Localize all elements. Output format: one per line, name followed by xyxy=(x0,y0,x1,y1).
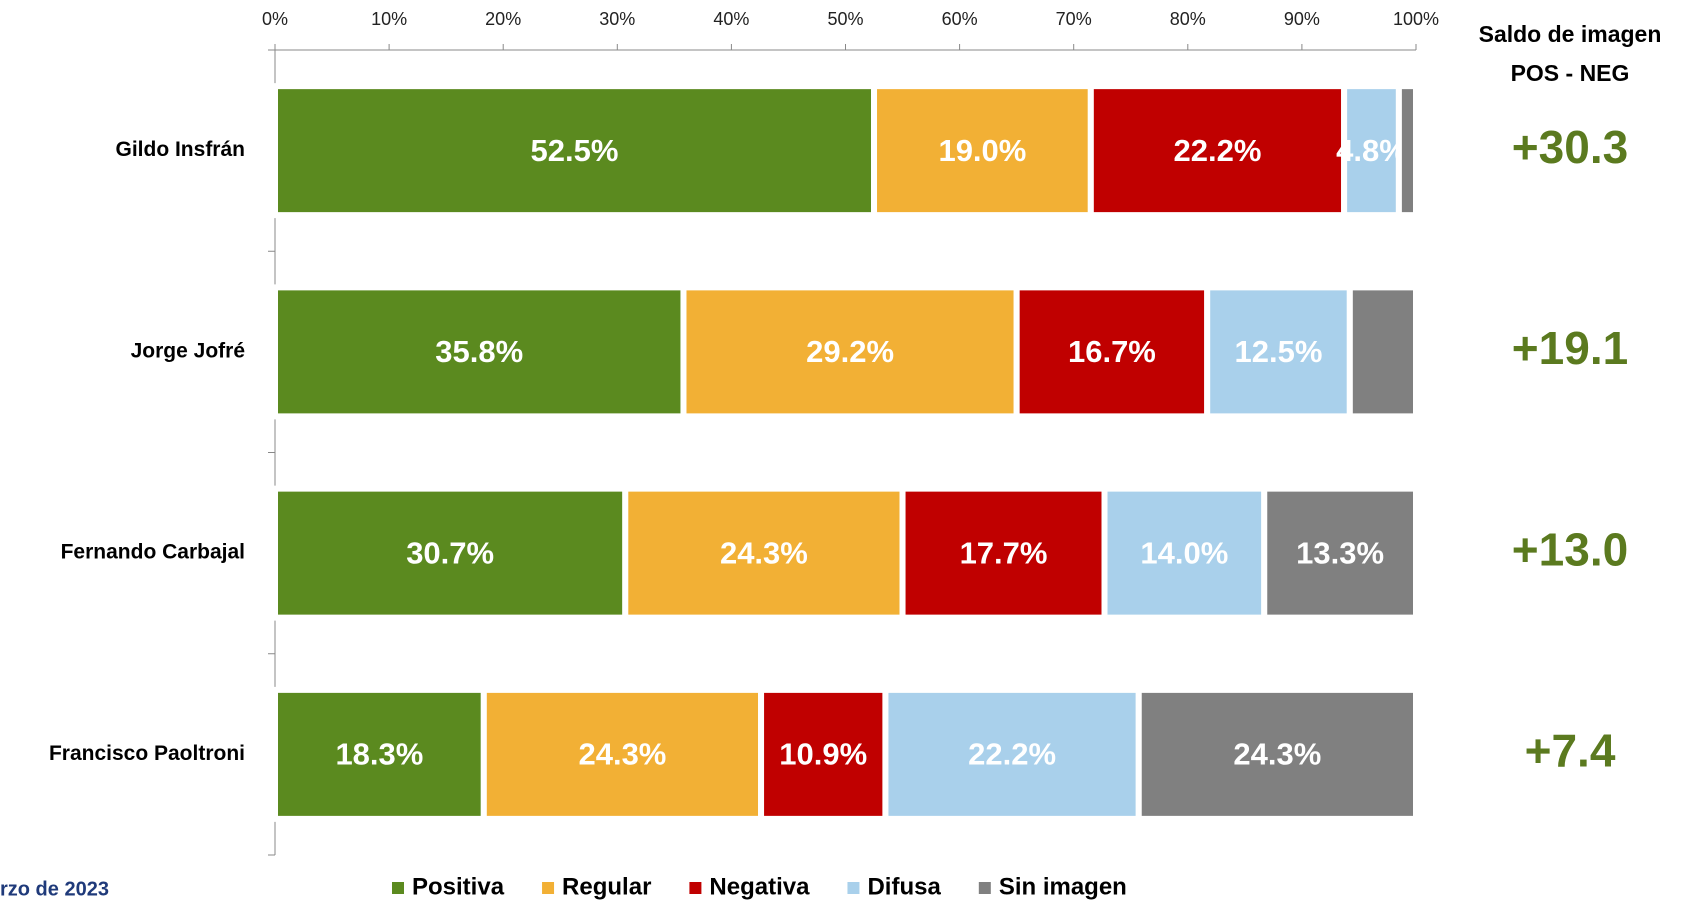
x-tick-label: 60% xyxy=(942,9,978,29)
data-label: 22.2% xyxy=(968,737,1056,772)
bar-segment xyxy=(272,485,629,621)
saldo-subtitle: POS - NEG xyxy=(1511,60,1630,86)
data-label: 35.8% xyxy=(435,334,523,369)
data-label: 14.0% xyxy=(1140,535,1228,570)
x-tick-label: 80% xyxy=(1170,9,1206,29)
legend-swatch xyxy=(689,882,702,894)
bar-segment xyxy=(272,284,687,420)
bar-segment xyxy=(1101,485,1268,621)
x-tick-label: 30% xyxy=(599,9,635,29)
bar-segment xyxy=(758,686,889,822)
legend-label: Difusa xyxy=(867,873,941,900)
data-label: 29.2% xyxy=(806,334,894,369)
bar-segment xyxy=(1135,686,1420,822)
bar-segment xyxy=(1204,284,1353,420)
category-label: Francisco Paoltroni xyxy=(49,742,245,765)
bar-segment xyxy=(480,686,765,822)
legend-label: Negativa xyxy=(709,873,810,900)
legend-swatch xyxy=(978,882,991,894)
x-tick-label: 90% xyxy=(1284,9,1320,29)
x-tick-label: 40% xyxy=(713,9,749,29)
x-tick-label: 50% xyxy=(827,9,863,29)
data-label: 24.3% xyxy=(578,737,666,772)
category-label: Gildo Insfrán xyxy=(115,138,245,161)
bar-segment xyxy=(1395,83,1420,219)
legend-label: Positiva xyxy=(412,873,505,900)
data-label: 24.3% xyxy=(720,535,808,570)
x-tick-label: 100% xyxy=(1393,9,1439,29)
data-label: 4.8% xyxy=(1336,133,1407,168)
bar-segment xyxy=(1261,485,1419,621)
bar-segment xyxy=(622,485,906,621)
saldo-value: +30.3 xyxy=(1512,121,1628,173)
category-label: Jorge Jofré xyxy=(131,339,245,362)
data-label: 13.3% xyxy=(1296,535,1384,570)
saldo-title: Saldo de imagen xyxy=(1479,21,1662,47)
legend-swatch xyxy=(542,882,555,894)
data-label: 24.3% xyxy=(1233,737,1321,772)
bar-segment xyxy=(1346,284,1420,420)
data-label: 30.7% xyxy=(406,535,494,570)
bar-segment xyxy=(882,686,1142,822)
data-label: 52.5% xyxy=(531,133,619,168)
x-tick-label: 10% xyxy=(371,9,407,29)
saldo-value: +7.4 xyxy=(1525,725,1616,777)
data-label: 12.5% xyxy=(1235,334,1323,369)
x-tick-label: 0% xyxy=(262,9,288,29)
legend-label: Regular xyxy=(562,873,651,900)
saldo-value: +19.1 xyxy=(1512,322,1628,374)
x-tick-label: 70% xyxy=(1056,9,1092,29)
bar-segment xyxy=(680,284,1020,420)
data-label: 19.0% xyxy=(938,133,1026,168)
data-label: 18.3% xyxy=(335,737,423,772)
category-label: Fernando Carbajal xyxy=(61,541,245,564)
data-label: 10.9% xyxy=(779,737,867,772)
saldo-value: +13.0 xyxy=(1512,523,1628,575)
bar-segment xyxy=(1341,83,1402,219)
legend-label: Sin imagen xyxy=(999,873,1127,900)
data-label: 22.2% xyxy=(1174,133,1262,168)
legend-swatch xyxy=(847,882,860,894)
data-label: 17.7% xyxy=(960,535,1048,570)
footnote: rzo de 2023 xyxy=(0,878,109,900)
x-tick-label: 20% xyxy=(485,9,521,29)
bar-segment xyxy=(899,485,1108,621)
legend-swatch xyxy=(392,882,404,894)
data-label: 16.7% xyxy=(1068,334,1156,369)
bar-segment xyxy=(272,686,487,822)
bar-segment xyxy=(871,83,1094,219)
